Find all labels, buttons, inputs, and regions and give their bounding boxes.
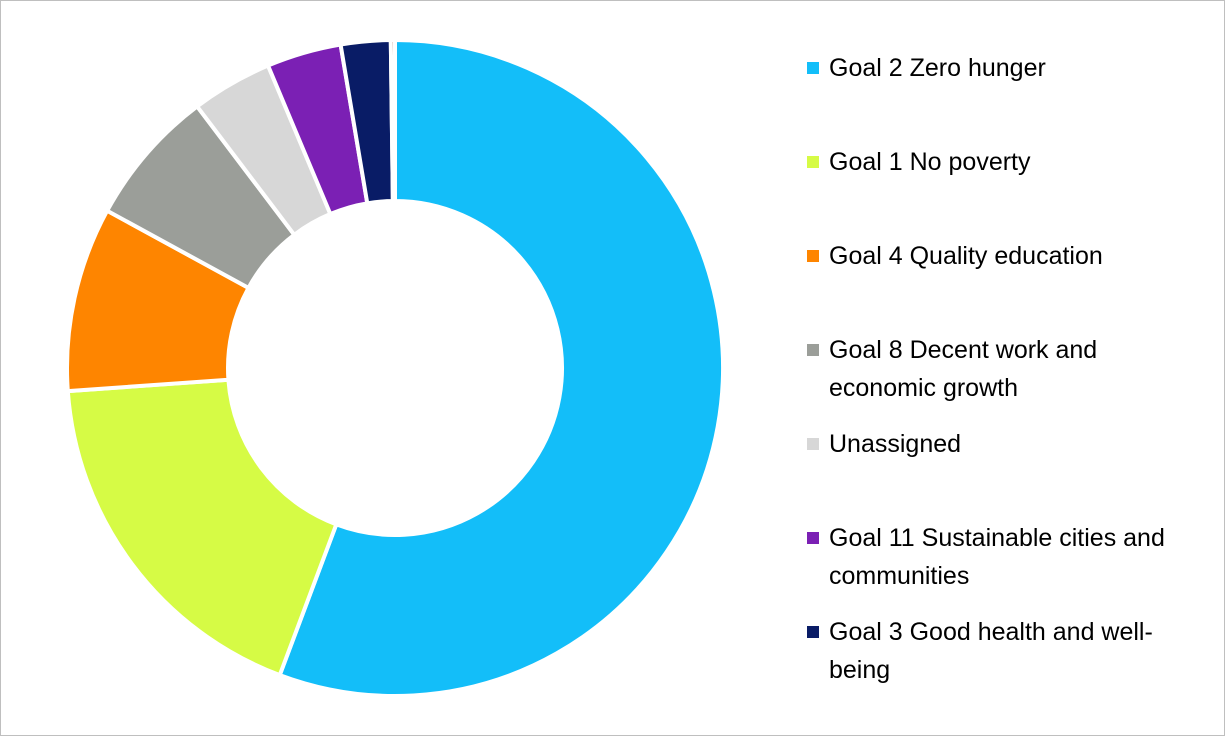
chart-legend: Goal 2 Zero hunger Goal 1 No poverty Goa… bbox=[807, 1, 1217, 735]
legend-label: Goal 8 Decent work and economic growth bbox=[829, 336, 1098, 402]
legend-swatch bbox=[807, 532, 819, 544]
legend-label: Unassigned bbox=[829, 430, 962, 458]
legend-label: Goal 4 Quality education bbox=[829, 242, 1103, 270]
legend-swatch bbox=[807, 62, 819, 74]
legend-swatch bbox=[807, 156, 819, 168]
legend-swatch bbox=[807, 626, 819, 638]
legend-swatch bbox=[807, 344, 819, 356]
donut-chart bbox=[65, 37, 725, 698]
donut-slice bbox=[388, 37, 397, 204]
donut-slice bbox=[65, 377, 339, 678]
legend-label: Goal 3 Good health and well-being bbox=[829, 618, 1153, 684]
legend-label: Goal 1 No poverty bbox=[829, 148, 1031, 176]
legend-swatch bbox=[807, 250, 819, 262]
legend-label: Goal 11 Sustainable cities and communiti… bbox=[829, 524, 1165, 590]
legend-swatch bbox=[807, 438, 819, 450]
donut-slice bbox=[277, 37, 725, 698]
legend-label: Goal 2 Zero hunger bbox=[829, 54, 1046, 82]
